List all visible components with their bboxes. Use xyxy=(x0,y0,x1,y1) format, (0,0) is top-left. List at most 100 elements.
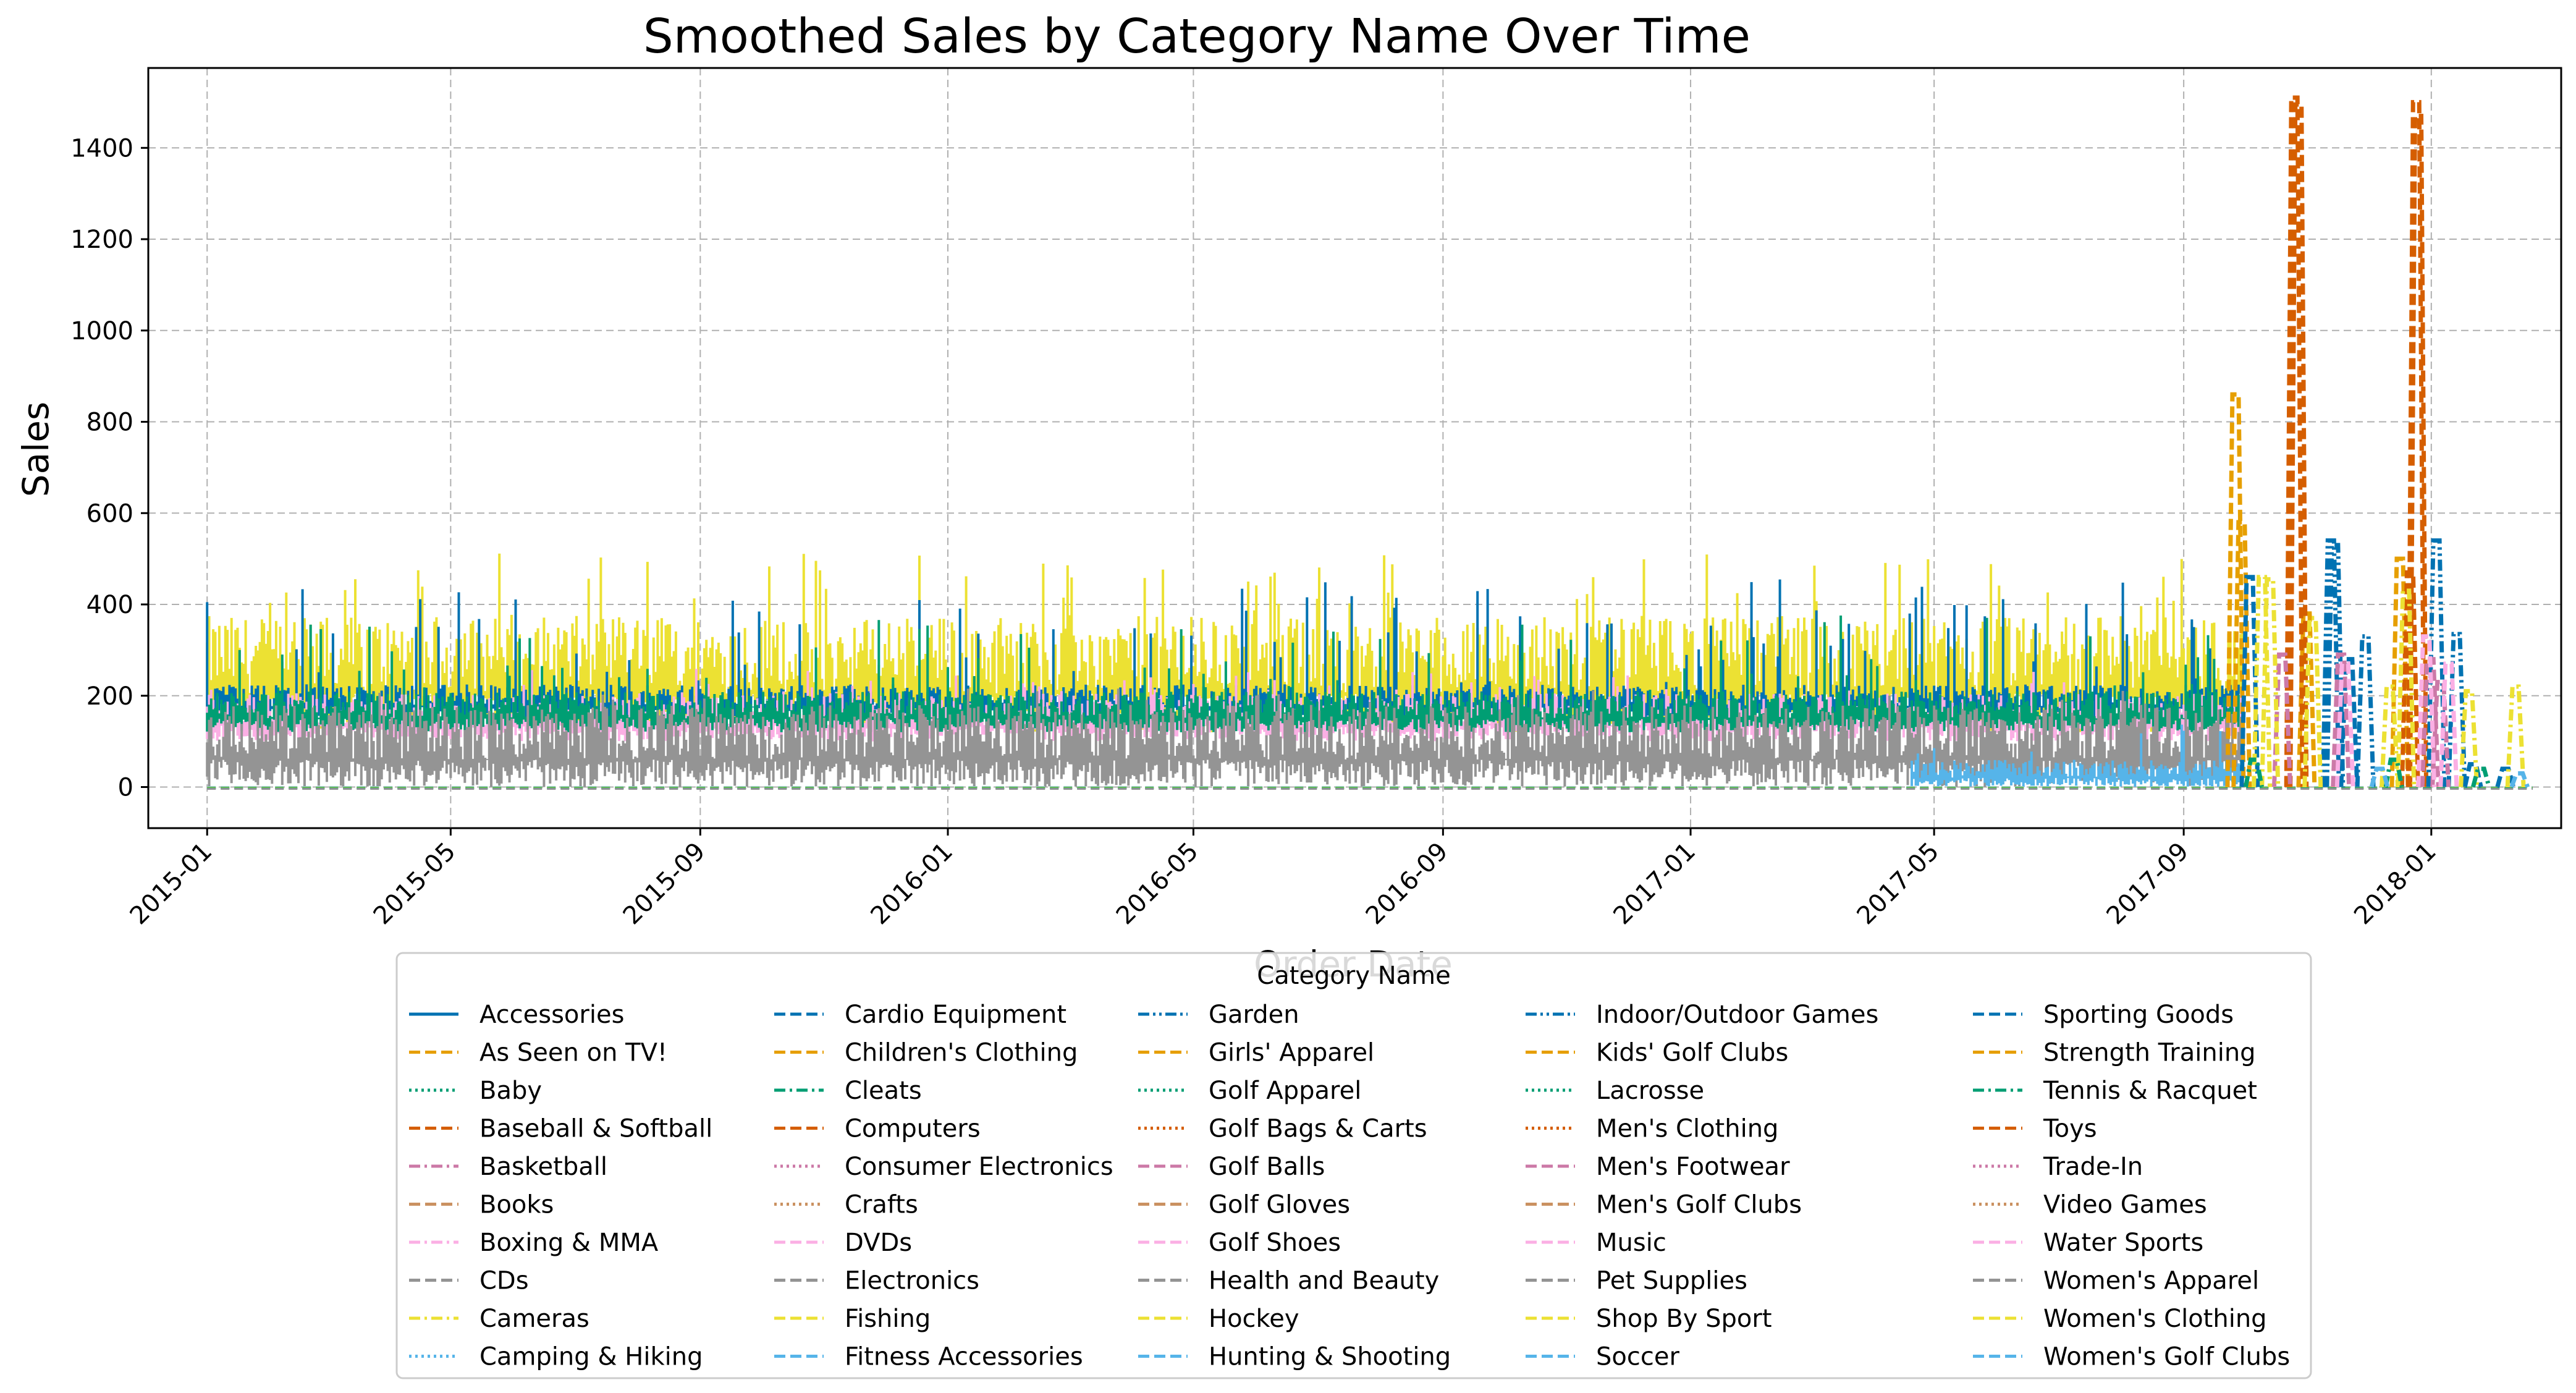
spike-mark xyxy=(2495,766,2516,788)
y-tick-label: 0 xyxy=(118,774,133,802)
spike-mark xyxy=(2369,766,2390,788)
legend-label: Accessories xyxy=(479,1001,624,1029)
legend-label: Women's Golf Clubs xyxy=(2043,1343,2290,1371)
spike-mark xyxy=(2416,634,2437,787)
grid xyxy=(148,68,2561,828)
legend-items: Accessories As Seen on TV! Baby Baseball & … xyxy=(409,1001,2290,1371)
y-tick-label: 1000 xyxy=(70,317,133,345)
legend-label: Water Sports xyxy=(2043,1229,2203,1257)
legend-label: Cameras xyxy=(479,1305,589,1333)
legend-label: Cleats xyxy=(845,1077,922,1105)
legend-label: Men's Footwear xyxy=(1596,1153,1790,1181)
legend-label: Baby xyxy=(479,1077,542,1105)
legend-label: Golf Apparel xyxy=(1209,1077,1361,1105)
spike-mark xyxy=(2505,684,2526,787)
legend-label: Fitness Accessories xyxy=(845,1343,1083,1371)
legend-label: Hockey xyxy=(1209,1305,1299,1333)
legend-label: Women's Clothing xyxy=(2043,1305,2267,1333)
dense-series-layer xyxy=(206,553,2533,790)
legend-label: Tennis & Racquet xyxy=(2043,1077,2257,1105)
legend-label: DVDs xyxy=(845,1229,912,1257)
legend: Category Name Accessories As Seen on TV! B… xyxy=(395,952,2312,1379)
spike-mark xyxy=(2271,652,2292,787)
spike-mark xyxy=(2296,611,2317,787)
legend-label: Children's Clothing xyxy=(845,1039,1078,1067)
legend-label: Health and Beauty xyxy=(1209,1267,1439,1295)
legend-label: Indoor/Outdoor Games xyxy=(1596,1001,1878,1029)
y-axis-label: Sales xyxy=(15,402,57,497)
legend-label: Pet Supplies xyxy=(1596,1267,1747,1295)
legend-label: Golf Shoes xyxy=(1209,1229,1341,1257)
legend-label: CDs xyxy=(479,1267,529,1295)
legend-label: Kids' Golf Clubs xyxy=(1596,1039,1788,1067)
spike-mark xyxy=(2380,684,2401,787)
spike-mark xyxy=(2331,652,2352,787)
spike-mark xyxy=(2396,588,2417,787)
y-tick-label: 800 xyxy=(87,409,133,437)
legend-label: Boxing & MMA xyxy=(479,1229,659,1257)
legend-label: Women's Apparel xyxy=(2043,1267,2259,1295)
spike-mark xyxy=(2284,95,2305,787)
spike-mark xyxy=(2408,114,2429,787)
y-axis: 0 200 400 600 800 1000 1200 1400 xyxy=(70,134,148,802)
legend-label: Baseball & Softball xyxy=(479,1115,712,1143)
spike-mark xyxy=(2459,688,2480,787)
spike-mark xyxy=(2288,102,2309,787)
legend-label: Trade-In xyxy=(2043,1153,2143,1181)
legend-label: Crafts xyxy=(845,1191,918,1219)
legend-label: Men's Clothing xyxy=(1596,1115,1778,1143)
spike-mark xyxy=(2399,570,2420,787)
legend-title: Category Name xyxy=(1257,962,1450,990)
spike-mark xyxy=(2426,538,2447,787)
spike-mark xyxy=(2239,575,2260,787)
spike-mark xyxy=(2252,575,2273,787)
legend-label: Hunting & Shooting xyxy=(1209,1343,1451,1371)
legend-label: As Seen on TV! xyxy=(479,1039,667,1067)
spike-mark xyxy=(2383,757,2404,788)
legend-label: Toys xyxy=(2043,1115,2097,1143)
legend-label: Camping & Hiking xyxy=(479,1343,703,1371)
spike-mark xyxy=(2244,757,2264,788)
spike-mark xyxy=(2225,392,2246,787)
legend-label: Strength Training xyxy=(2043,1039,2256,1067)
legend-label: Music xyxy=(1596,1229,1666,1257)
legend-label: Consumer Electronics xyxy=(845,1153,1113,1181)
spike-mark xyxy=(2446,632,2467,787)
y-tick-label: 400 xyxy=(87,591,133,619)
legend-label: Books xyxy=(479,1191,554,1219)
dense-series xyxy=(1911,724,2244,787)
spike-mark xyxy=(2339,657,2360,787)
y-tick-label: 1400 xyxy=(70,134,133,163)
legend-label: Lacrosse xyxy=(1596,1077,1704,1105)
legend-label: Garden xyxy=(1209,1001,1299,1029)
legend-label: Cardio Equipment xyxy=(845,1001,1066,1029)
spike-mark xyxy=(2389,556,2410,787)
legend-label: Golf Bags & Carts xyxy=(1209,1115,1427,1143)
spike-mark xyxy=(2509,771,2530,788)
legend-label: Basketball xyxy=(479,1153,607,1181)
spike-mark xyxy=(2302,616,2323,787)
spike-series-layer xyxy=(2225,95,2530,788)
dense-series xyxy=(206,688,2244,787)
y-tick-label: 600 xyxy=(87,499,133,528)
legend-label: Golf Gloves xyxy=(1209,1191,1350,1219)
spike-mark xyxy=(2430,680,2451,787)
spike-mark xyxy=(2231,520,2252,787)
y-tick-label: 200 xyxy=(87,682,133,711)
legend-label: Sporting Goods xyxy=(2043,1001,2234,1029)
legend-label: Computers xyxy=(845,1115,981,1143)
legend-label: Electronics xyxy=(845,1267,979,1295)
plot-area xyxy=(206,95,2533,790)
spike-mark xyxy=(2462,762,2483,788)
legend-box xyxy=(395,952,2312,1379)
legend-label: Shop By Sport xyxy=(1596,1305,1772,1333)
legend-label: Golf Balls xyxy=(1209,1153,1325,1181)
plot-frame xyxy=(147,67,2562,829)
legend-label: Girls' Apparel xyxy=(1209,1039,1374,1067)
legend-label: Fishing xyxy=(845,1305,931,1333)
legend-label: Video Games xyxy=(2043,1191,2207,1219)
legend-label: Men's Golf Clubs xyxy=(1596,1191,1802,1219)
y-tick-label: 1200 xyxy=(70,226,133,254)
legend-label: Soccer xyxy=(1596,1343,1679,1371)
